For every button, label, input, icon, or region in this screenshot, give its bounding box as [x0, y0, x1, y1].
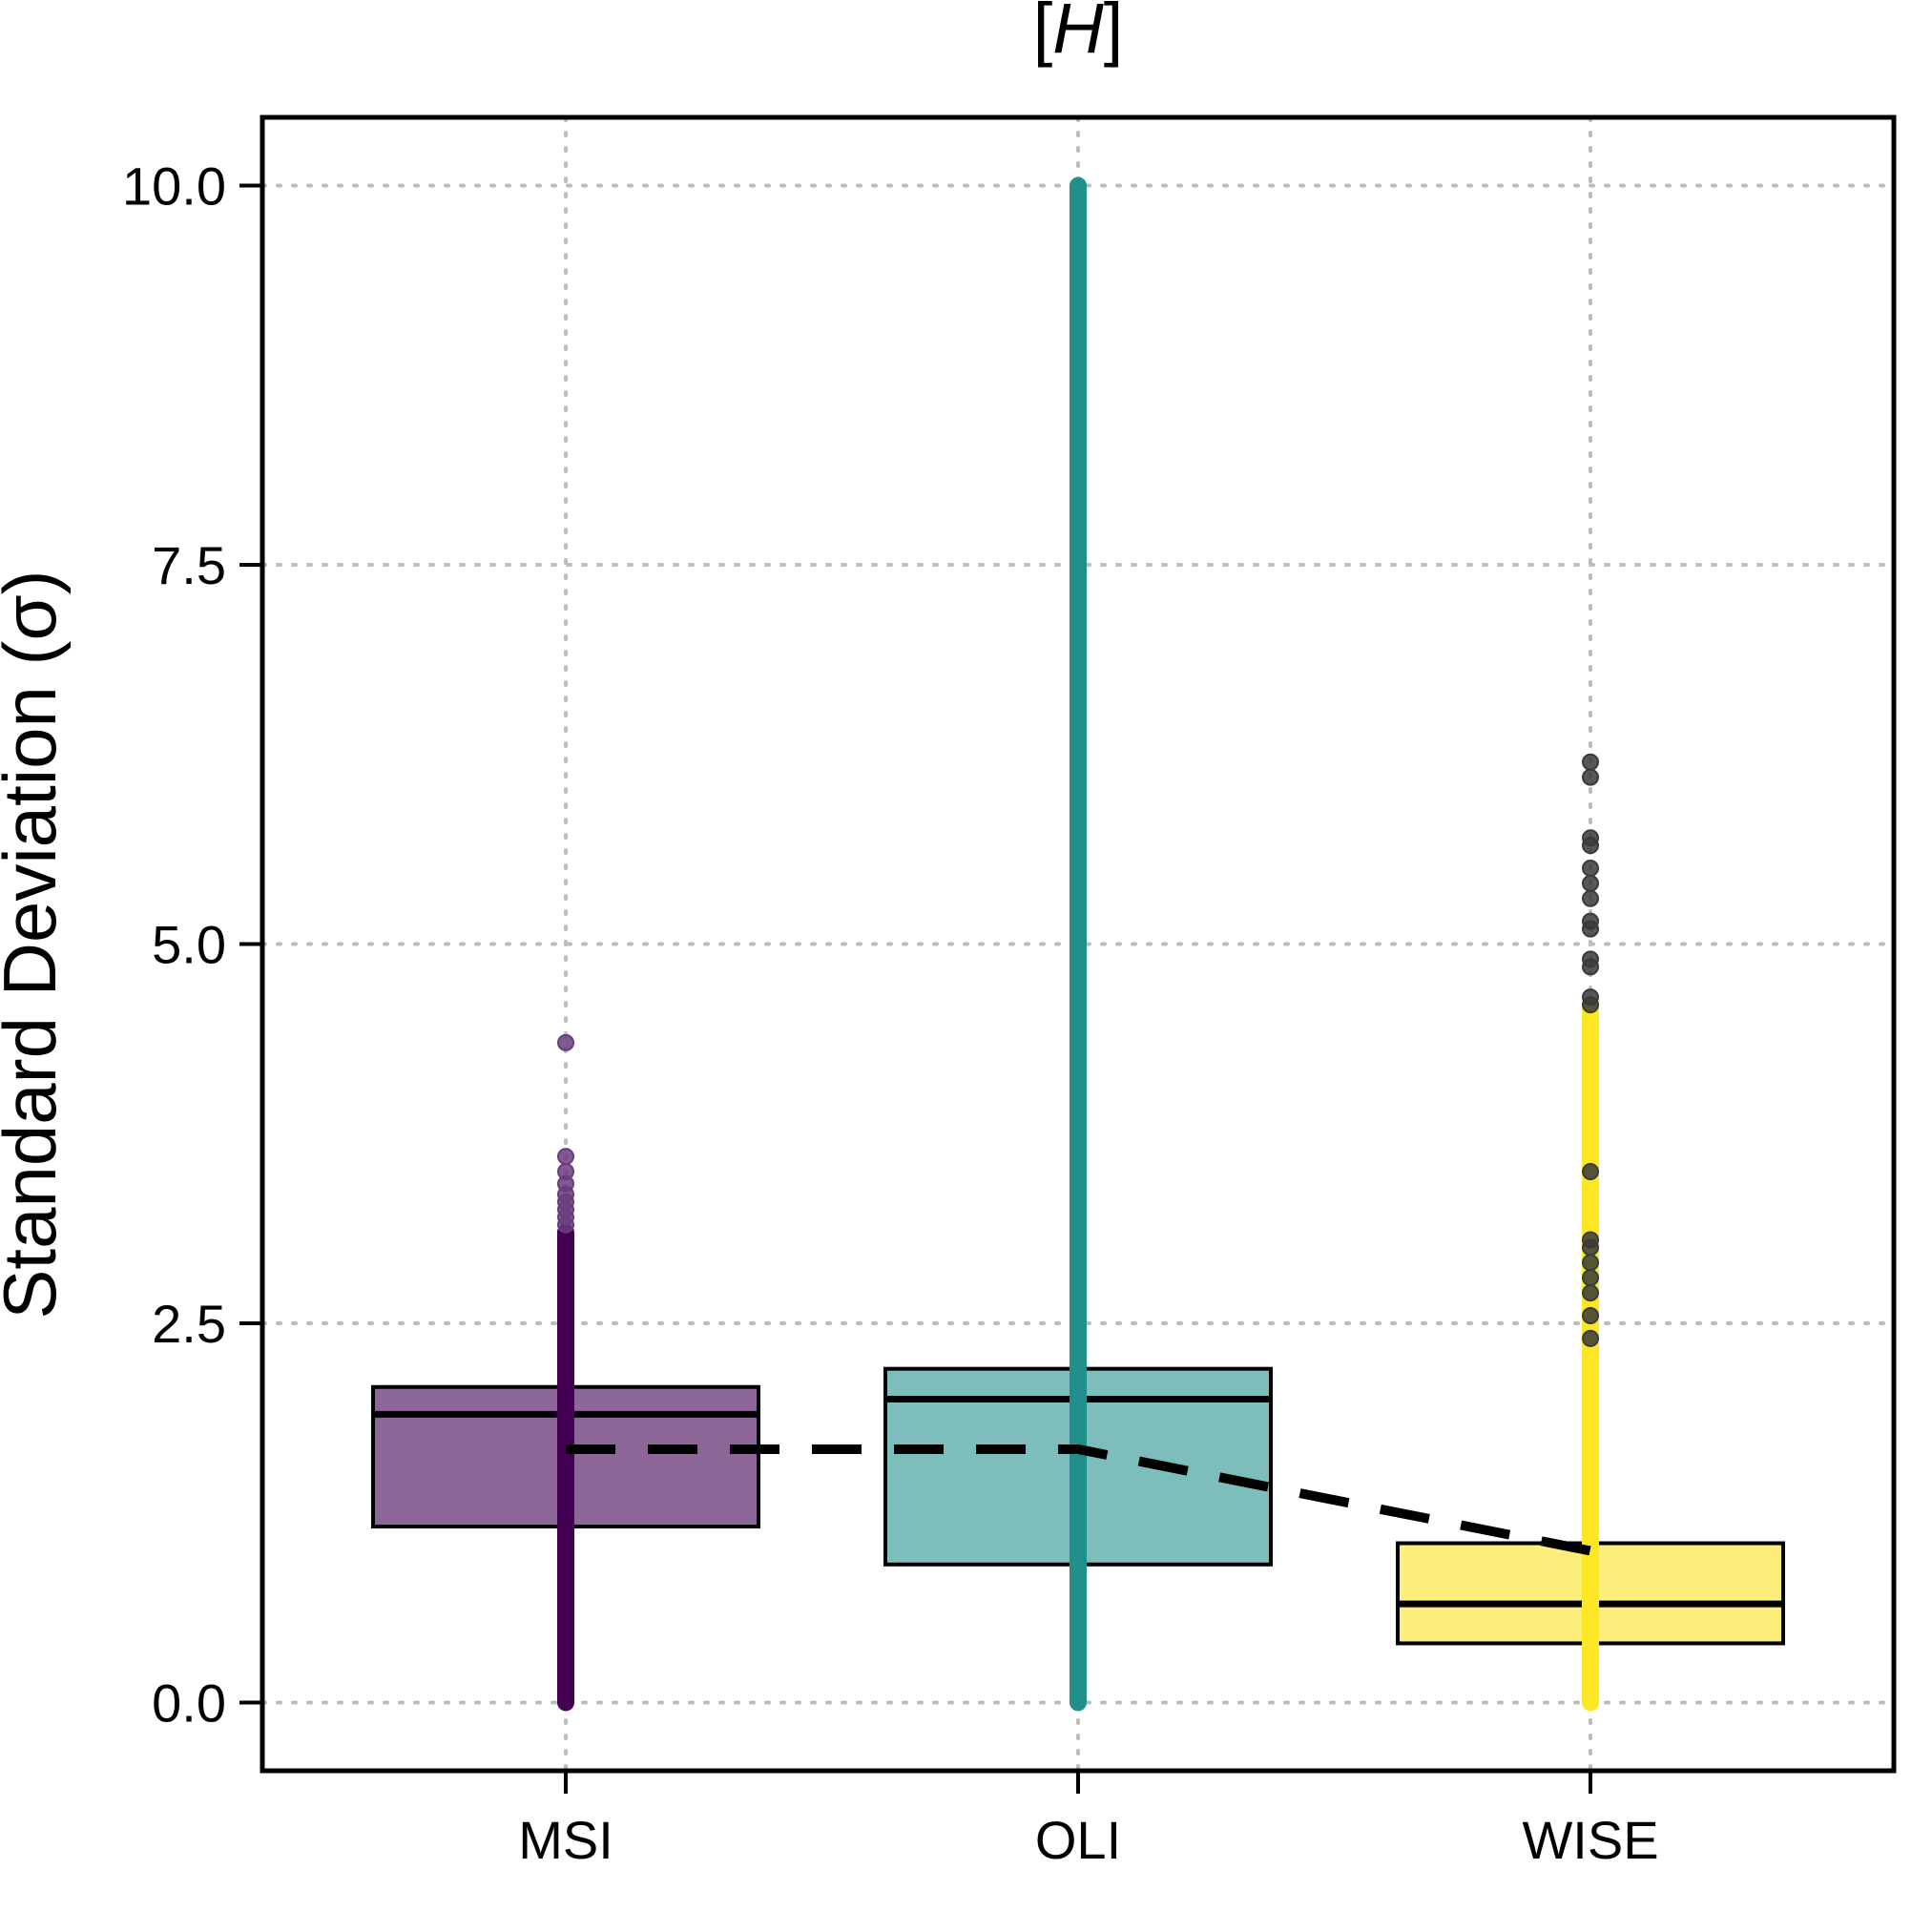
- outlier-point-wise: [1582, 889, 1599, 907]
- y-tick-label: 0.0: [152, 1672, 226, 1733]
- chart-title-prefix: [: [1033, 0, 1053, 68]
- mean-layer: [566, 1444, 1591, 1556]
- outlier-point-wise: [1582, 874, 1599, 892]
- y-axis-title: Standard Deviation (σ): [0, 570, 72, 1319]
- chart-title: [H]: [1033, 0, 1124, 68]
- x-tick-label: WISE: [1522, 1810, 1658, 1870]
- outlier-point-wise: [1582, 768, 1599, 786]
- mean-line: [566, 1444, 1591, 1556]
- chart-title-suffix: ]: [1104, 0, 1124, 68]
- y-tick-label: 10.0: [122, 156, 226, 217]
- outlier-point-wise: [1582, 912, 1599, 930]
- outlier-point-wise: [1582, 753, 1599, 771]
- outlier-point-wise: [1582, 860, 1599, 878]
- outlier-point-wise: [1582, 950, 1599, 968]
- strip-layer: [557, 177, 1599, 1712]
- outlier-point-wise: [1582, 988, 1599, 1007]
- x-tick-label: MSI: [518, 1810, 613, 1870]
- y-tick-label: 2.5: [152, 1294, 226, 1354]
- outlier-point-wise: [1582, 1329, 1599, 1347]
- y-tick-label: 5.0: [152, 915, 226, 975]
- outlier-point-wise: [1582, 1231, 1599, 1249]
- outlier-point-wise: [1582, 1284, 1599, 1302]
- outlier-point-wise: [1582, 1162, 1599, 1180]
- outlier-point-msi: [557, 1162, 574, 1180]
- outlier-point-wise: [1582, 1254, 1599, 1272]
- outlier-point-msi: [557, 1148, 574, 1166]
- outlier-point-msi: [557, 1033, 574, 1051]
- y-tick-label: 7.5: [152, 535, 226, 595]
- x-tick-label: OLI: [1035, 1810, 1121, 1870]
- outlier-point-wise: [1582, 829, 1599, 847]
- chart-title-symbol: H: [1052, 0, 1104, 68]
- axis-layer: 0.0 2.5 5.0 7.5 10.0 MSI OLI WISE: [122, 156, 1659, 1870]
- outlier-point-wise: [1582, 1269, 1599, 1287]
- outlier-point-wise: [1582, 1307, 1599, 1325]
